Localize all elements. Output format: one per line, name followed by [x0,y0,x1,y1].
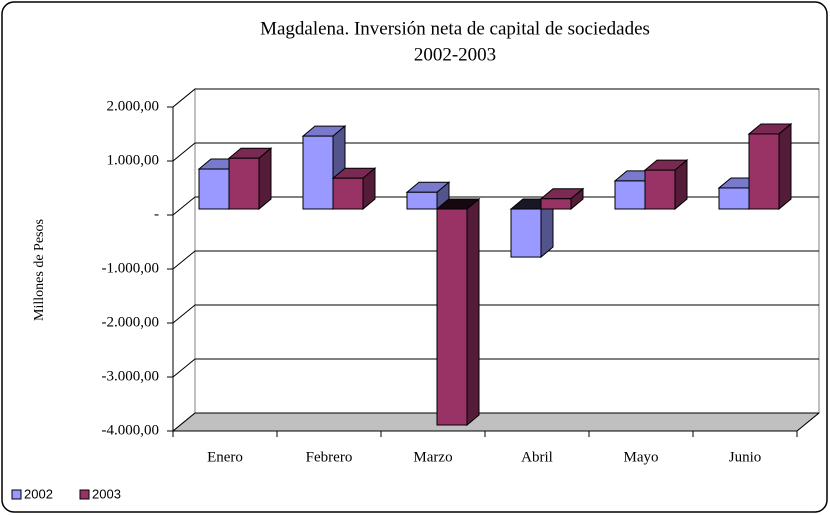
bar-front [332,177,364,210]
grid-line [172,88,819,108]
bar [539,187,585,211]
bar-front [436,208,468,426]
x-tick-label: Marzo [413,449,452,465]
chart-subtitle: 2002-2003 [414,44,496,65]
grid-line [172,142,819,162]
x-tick-label: Junio [729,449,762,465]
x-tick-label: Febrero [306,449,353,465]
bar-front [748,133,780,210]
bar-front [644,169,676,210]
bar-side [778,122,792,211]
grid-line [172,358,819,378]
legend-swatch [79,489,90,500]
grid-line [172,412,819,432]
y-tick-label: -3.000,00 [102,368,160,384]
legend-label: 2002 [24,486,53,501]
bar-front [302,135,334,210]
bar [435,197,481,427]
x-tick-label: Enero [207,449,243,465]
bar-side [466,197,480,427]
y-tick-label: 2.000,00 [107,98,160,114]
y-tick-label: - [154,206,159,222]
grid-line [172,304,819,324]
bar-front [510,208,542,258]
bar [643,159,689,211]
bar [227,147,273,211]
bar-front [406,191,438,210]
bar-side [258,147,272,211]
y-tick-label: 1.000,00 [107,152,160,168]
y-axis-label: Millones de Pesos [32,219,47,321]
bar-front [198,168,230,210]
y-tick-label: -2.000,00 [102,314,160,330]
y-tick-label: -4.000,00 [102,422,160,438]
bar [509,197,555,259]
bar-front [540,198,572,210]
bar-front [718,187,750,210]
x-tick-label: Abril [521,449,553,465]
y-tick-label: -1.000,00 [102,260,160,276]
bar-front [228,157,260,210]
bar [747,122,793,211]
legend-label: 2003 [92,486,121,501]
grid-line [172,250,819,270]
chart-title: Magdalena. Inversión neta de capital de … [260,18,650,39]
bar-front [614,180,646,210]
bar [331,167,377,211]
legend-swatch [11,489,22,500]
x-tick-label: Mayo [624,449,659,465]
floor [171,412,821,432]
grid-line [172,196,819,216]
bar [405,181,451,211]
x-axis-depth [796,412,820,432]
